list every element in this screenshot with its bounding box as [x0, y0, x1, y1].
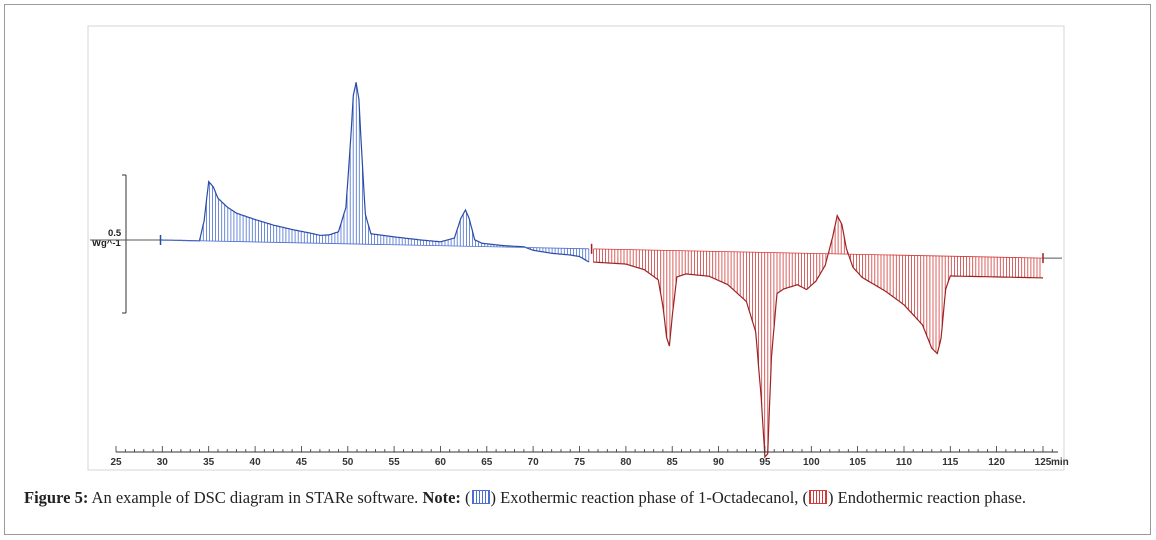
endothermic-baseline — [593, 248, 1044, 259]
x-tick-label: 105 — [849, 457, 866, 468]
x-tick-label: 65 — [481, 457, 493, 468]
y-scale-bar: 0.5 Wg^-1 — [92, 174, 127, 314]
x-tick-label: 50 — [342, 457, 354, 468]
x-tick-label: 30 — [157, 457, 169, 468]
exothermic-legend-swatch — [471, 490, 490, 504]
x-tick-label: 80 — [620, 457, 632, 468]
exothermic-curve — [160, 82, 590, 263]
endothermic-legend-swatch — [809, 490, 828, 504]
exothermic-baseline — [160, 239, 589, 250]
x-tick-label: 55 — [389, 457, 401, 468]
x-tick-label: 90 — [713, 457, 725, 468]
endothermic-hatch — [593, 217, 1041, 454]
x-tick-label: 110 — [896, 457, 913, 468]
y-unit-label: Wg^-1 — [92, 238, 121, 249]
x-tick-label: 75 — [574, 457, 586, 468]
figure-frame — [4, 4, 1151, 535]
figure-caption: Figure 5: An example of DSC diagram in S… — [24, 487, 1134, 508]
x-tick-label: 70 — [528, 457, 540, 468]
caption-paren: ( — [460, 488, 471, 507]
x-axis: 25 30 35 40 45 50 55 60 65 70 75 80 85 90 95 100 105 110 1… — [110, 446, 1069, 468]
x-tick-label: 35 — [203, 457, 215, 468]
x-unit-label: min — [1051, 457, 1069, 468]
caption-figure-label: Figure 5: — [24, 488, 89, 507]
caption-text: An example of DSC diagram in STARe softw… — [88, 488, 423, 507]
caption-note-label: Note: — [422, 488, 461, 507]
exothermic-hatch — [199, 83, 590, 262]
caption-endothermic-text: ) Endothermic reaction phase. — [828, 488, 1026, 507]
endothermic-curve — [593, 213, 1043, 459]
x-tick-label: 95 — [759, 457, 771, 468]
x-tick-label: 100 — [803, 457, 820, 468]
x-tick-label: 25 — [110, 457, 122, 468]
y-scale-label: 0.5 — [108, 228, 122, 239]
x-tick-label: 115 — [942, 457, 959, 468]
x-tick-label: 40 — [250, 457, 262, 468]
x-tick-label: 120 — [988, 457, 1005, 468]
x-tick-label: 60 — [435, 457, 447, 468]
x-tick-label: 125 — [1035, 457, 1052, 468]
x-tick-label: 85 — [667, 457, 679, 468]
plot-area — [87, 25, 1065, 471]
caption-exothermic-text: ) Exothermic reaction phase of 1-Octadec… — [490, 488, 809, 507]
x-tick-label: 45 — [296, 457, 308, 468]
